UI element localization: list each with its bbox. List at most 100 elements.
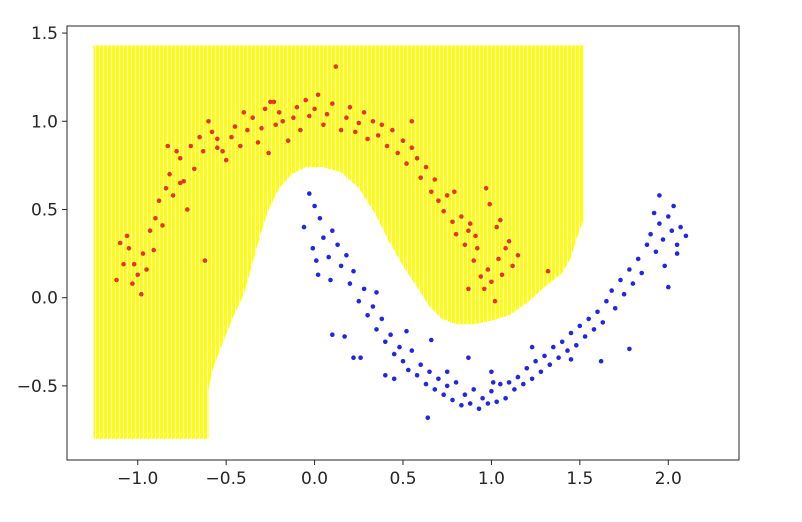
data-point: [245, 127, 250, 133]
data-point: [459, 214, 464, 219]
data-point: [485, 401, 491, 406]
data-point: [170, 193, 176, 198]
data-point: [321, 122, 326, 128]
data-point: [126, 246, 132, 251]
data-point: [276, 110, 282, 115]
data-point: [425, 415, 431, 421]
data-point: [406, 367, 411, 373]
data-point: [312, 203, 317, 209]
data-point: [506, 238, 512, 244]
data-point: [307, 191, 312, 196]
data-point: [215, 145, 220, 150]
data-point: [321, 235, 326, 240]
data-point: [414, 156, 420, 161]
x-tick-label: 0.0: [301, 469, 328, 489]
x-tick-label: 0.5: [389, 469, 416, 489]
data-point: [192, 166, 197, 172]
data-point: [301, 224, 307, 230]
data-point: [365, 313, 370, 318]
data-point: [197, 134, 202, 140]
data-point: [506, 380, 512, 385]
data-point: [529, 344, 535, 350]
data-point: [471, 387, 477, 392]
data-point: [467, 401, 473, 406]
data-point: [135, 272, 140, 278]
data-point: [660, 237, 666, 242]
data-point: [489, 369, 494, 375]
data-point: [639, 270, 644, 276]
plot-area: [93, 45, 689, 439]
data-point: [476, 406, 482, 412]
data-point: [356, 120, 362, 126]
data-point: [666, 284, 671, 290]
data-point: [574, 343, 579, 348]
data-point: [147, 228, 153, 233]
data-point: [391, 376, 397, 382]
data-point: [232, 124, 238, 129]
data-point: [483, 186, 489, 191]
data-point: [644, 242, 650, 248]
data-point: [144, 267, 149, 272]
series-1: [301, 191, 689, 421]
data-point: [174, 149, 179, 154]
data-point: [542, 353, 547, 359]
data-point: [657, 193, 662, 198]
data-point: [529, 376, 535, 382]
data-point: [582, 334, 588, 339]
data-point: [429, 337, 434, 343]
data-point: [151, 247, 156, 253]
data-point: [351, 268, 356, 274]
data-point: [669, 228, 675, 233]
data-point: [121, 261, 126, 267]
data-point: [324, 111, 330, 117]
data-point: [577, 323, 583, 329]
data-point: [609, 288, 614, 293]
data-point: [471, 258, 477, 263]
data-point: [177, 156, 183, 161]
data-point: [427, 369, 432, 375]
data-point: [365, 136, 370, 142]
data-point: [512, 387, 517, 392]
data-point: [418, 175, 424, 180]
data-point: [395, 150, 401, 156]
data-point: [444, 383, 450, 389]
data-point: [177, 180, 183, 186]
data-point: [303, 97, 309, 103]
data-point: [361, 110, 367, 115]
data-point: [223, 157, 229, 163]
data-point: [473, 233, 478, 239]
data-point: [683, 233, 689, 239]
data-point: [310, 246, 316, 251]
data-point: [291, 115, 296, 120]
data-point: [404, 328, 409, 334]
data-point: [391, 351, 397, 357]
data-point: [452, 189, 457, 195]
data-point: [441, 208, 447, 214]
data-point: [374, 327, 379, 332]
data-point: [181, 179, 186, 184]
data-point: [568, 330, 574, 336]
data-point: [444, 193, 450, 198]
data-point: [423, 164, 429, 170]
x-tick-label: 1.0: [478, 469, 505, 489]
data-point: [494, 224, 500, 230]
data-point: [315, 92, 321, 98]
data-point: [490, 380, 496, 385]
data-point: [409, 145, 415, 150]
data-point: [400, 138, 406, 143]
data-point: [379, 122, 385, 128]
data-point: [131, 261, 137, 267]
data-point: [220, 149, 225, 154]
data-point: [651, 210, 657, 216]
data-point: [347, 281, 353, 286]
data-point: [496, 256, 501, 262]
data-point: [215, 136, 220, 142]
data-point: [591, 327, 597, 332]
data-point: [466, 355, 471, 361]
y-tick-label: 0.5: [31, 200, 58, 220]
data-point: [140, 251, 146, 256]
data-point: [503, 396, 508, 401]
data-point: [409, 348, 415, 353]
data-point: [524, 366, 530, 371]
